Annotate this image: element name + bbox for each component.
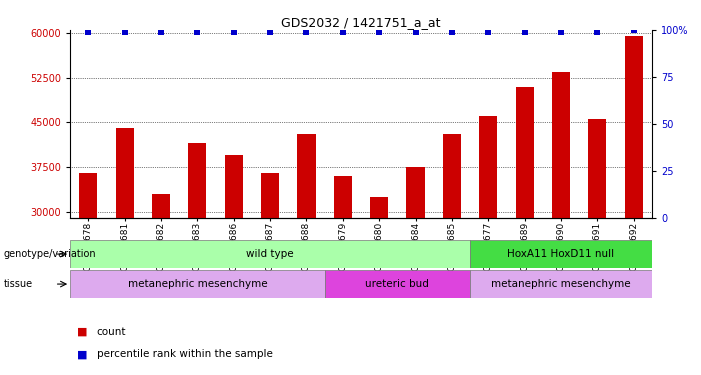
Point <box>483 29 494 35</box>
Point <box>628 27 639 33</box>
Text: percentile rank within the sample: percentile rank within the sample <box>97 350 273 359</box>
Bar <box>152 194 170 217</box>
Bar <box>479 116 498 218</box>
Bar <box>370 196 388 217</box>
Point <box>301 29 312 35</box>
Title: GDS2032 / 1421751_a_at: GDS2032 / 1421751_a_at <box>281 16 441 29</box>
Point <box>592 29 603 35</box>
Bar <box>116 128 134 217</box>
Bar <box>334 176 352 218</box>
Point <box>519 29 530 35</box>
Text: count: count <box>97 327 126 337</box>
Text: ureteric bud: ureteric bud <box>365 279 429 289</box>
Bar <box>70 240 470 268</box>
Bar <box>515 87 533 218</box>
Point <box>119 29 130 35</box>
Bar <box>625 36 643 218</box>
Bar <box>297 134 315 218</box>
Text: metanephric mesenchyme: metanephric mesenchyme <box>491 279 631 289</box>
Text: genotype/variation: genotype/variation <box>4 249 96 259</box>
Point <box>192 29 203 35</box>
Bar <box>588 119 606 218</box>
Point <box>83 29 94 35</box>
Text: HoxA11 HoxD11 null: HoxA11 HoxD11 null <box>508 249 615 259</box>
Bar <box>470 270 652 298</box>
Bar <box>407 167 425 218</box>
Text: ■: ■ <box>77 350 88 359</box>
Text: ■: ■ <box>77 327 88 337</box>
Point <box>374 29 385 35</box>
Point <box>447 29 458 35</box>
Text: tissue: tissue <box>4 279 33 289</box>
Point <box>337 29 348 35</box>
Bar <box>261 173 279 217</box>
Bar <box>70 270 325 298</box>
Point <box>156 29 167 35</box>
Bar <box>470 240 652 268</box>
Bar <box>443 134 461 218</box>
Point <box>555 29 566 35</box>
Text: metanephric mesenchyme: metanephric mesenchyme <box>128 279 267 289</box>
Bar <box>224 155 243 218</box>
Point <box>228 29 239 35</box>
Text: wild type: wild type <box>246 249 294 259</box>
Bar <box>79 173 97 217</box>
Point <box>410 29 421 35</box>
Bar <box>325 270 470 298</box>
Point <box>264 29 275 35</box>
Bar <box>189 143 207 218</box>
Bar <box>552 72 570 217</box>
